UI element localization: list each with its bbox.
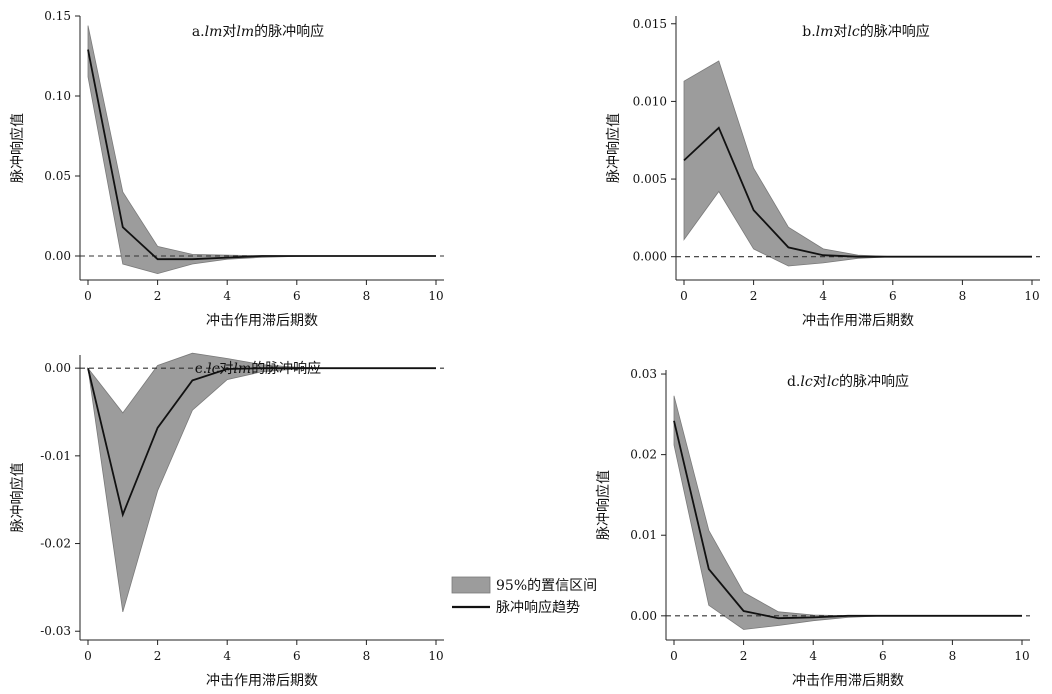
panel-title-part: c. [195,361,207,377]
legend-band-swatch [451,576,491,594]
panel-title-c: c.lc对lm的脉冲响应 [195,360,321,377]
x-tick-label-a: 0 [84,289,92,303]
x-tick-label-a: 4 [223,289,231,303]
panel-title-part: 对 [813,374,827,390]
y-tick-label-a: 0.00 [44,249,71,263]
panel-title-part: d. [787,374,800,390]
x-tick-label-c: 6 [293,649,301,663]
x-tick-label-a: 2 [154,289,162,303]
response-line-a [87,49,436,261]
y-tick-label-b: 0.015 [633,17,667,31]
panel-c: 0 2 4 6 8 10 0.00 -0.01 -0.02 -0.03 冲击作用滞后期数 脉冲响应值 c… [9,352,444,689]
x-tick-label-b: 6 [889,289,897,303]
panel-title-part: 对 [219,361,233,377]
x-tick-label-b: 2 [750,289,758,303]
x-axis-title-a: 冲击作用滞后期数 [206,313,318,329]
panel-b: 0 2 4 6 8 10 0.000 0.005 0.010 0.015 冲击作用滞后期数 脉冲响应值… [605,16,1040,329]
x-tick-label-b: 0 [680,289,688,303]
x-tick-label-c: 4 [223,649,231,663]
y-tick-label-d: 0.00 [630,609,657,623]
x-tick-label-d: 8 [949,649,957,663]
response-line-c [87,367,436,518]
legend-line-label: 脉冲响应趋势 [496,599,580,616]
confidence-band-c [87,352,436,613]
x-tick-label-d: 6 [879,649,887,663]
panels: 0 2 4 6 8 100.000.050.100.15冲击作用滞后期数脉冲响应值a.lm… [9,9,1040,689]
panel-a: 0 2 4 6 8 100.000.050.100.15冲击作用滞后期数脉冲响应值a.lm… [9,9,444,329]
y-tick-label-d: 0.03 [630,367,657,381]
y-tick-label-c: -0.02 [40,537,71,551]
panel-title-part: lm [233,361,251,377]
x-tick-label-d: 0 [670,649,678,663]
panel-title-part: lm [205,24,223,40]
x-tick-label-c: 10 [428,649,443,663]
y-tick-label-b: 0.010 [633,94,667,108]
y-tick-label-a: 0.05 [44,169,71,183]
x-tick-label-d: 4 [809,649,817,663]
y-tick-label-b: 0.000 [633,250,667,264]
panel-title-part: 的脉冲响应 [251,360,321,377]
x-tick-label-a: 6 [293,289,301,303]
confidence-band-d [673,395,1022,630]
y-axis-title-a: 脉冲响应值 [9,113,26,183]
panel-title-a: a.lm对lm的脉冲响应 [192,23,324,40]
panel-title-part: 的脉冲响应 [860,23,930,40]
y-axis-title-d: 脉冲响应值 [595,470,612,540]
x-tick-label-b: 10 [1024,289,1039,303]
x-tick-label-c: 0 [84,649,92,663]
y-tick-label-a: 0.15 [44,9,71,23]
y-tick-label-d: 0.02 [630,448,657,462]
y-tick-label-c: 0.00 [44,361,71,375]
panel-title-part: lm [816,24,834,40]
y-tick-label-c: -0.01 [40,449,71,463]
panel-d: 0 2 4 6 8 100.000.010.020.03冲击作用滞后期数脉冲响应值d.lc… [595,367,1030,689]
panel-title-b: b.lm对lc的脉冲响应 [802,23,930,40]
x-tick-label-b: 4 [819,289,827,303]
panel-title-part: lm [236,24,254,40]
legend-band-label: 95%的置信区间 [496,578,597,594]
confidence-band-a [87,25,436,275]
panel-title-part: lc [800,374,812,390]
panel-title-part: a. [192,24,205,40]
x-tick-label-b: 8 [959,289,967,303]
panel-title-part: 对 [222,24,236,40]
confidence-band-b [683,60,1032,267]
x-axis-title-b: 冲击作用滞后期数 [802,313,914,329]
x-tick-label-c: 2 [154,649,162,663]
y-tick-label-c: -0.03 [40,624,71,638]
x-tick-label-d: 10 [1014,649,1029,663]
panel-title-part: 对 [833,24,847,40]
panel-title-part: b. [802,24,815,40]
response-line-d [673,420,1022,620]
x-tick-label-a: 10 [428,289,443,303]
panel-title-part: 的脉冲响应 [839,373,909,390]
legend: 95%的置信区间 脉冲响应趋势 [451,576,597,616]
y-axis-title-c: 脉冲响应值 [9,463,26,533]
panel-title-part: lc [207,361,219,377]
x-tick-label-a: 8 [363,289,371,303]
panel-title-part: lc [847,24,859,40]
x-tick-label-d: 2 [740,649,748,663]
panel-title-d: d.lc对lc的脉冲响应 [787,373,909,390]
x-axis-title-c: 冲击作用滞后期数 [206,673,318,689]
x-tick-label-c: 8 [363,649,371,663]
y-tick-label-d: 0.01 [630,528,657,542]
panel-title-part: lc [827,374,839,390]
y-axis-title-b: 脉冲响应值 [605,113,622,183]
y-tick-label-a: 0.10 [44,89,71,103]
panel-title-part: 的脉冲响应 [254,23,324,40]
x-axis-title-d: 冲击作用滞后期数 [792,673,904,689]
response-line-b [683,126,1032,258]
y-tick-label-b: 0.005 [633,172,667,186]
